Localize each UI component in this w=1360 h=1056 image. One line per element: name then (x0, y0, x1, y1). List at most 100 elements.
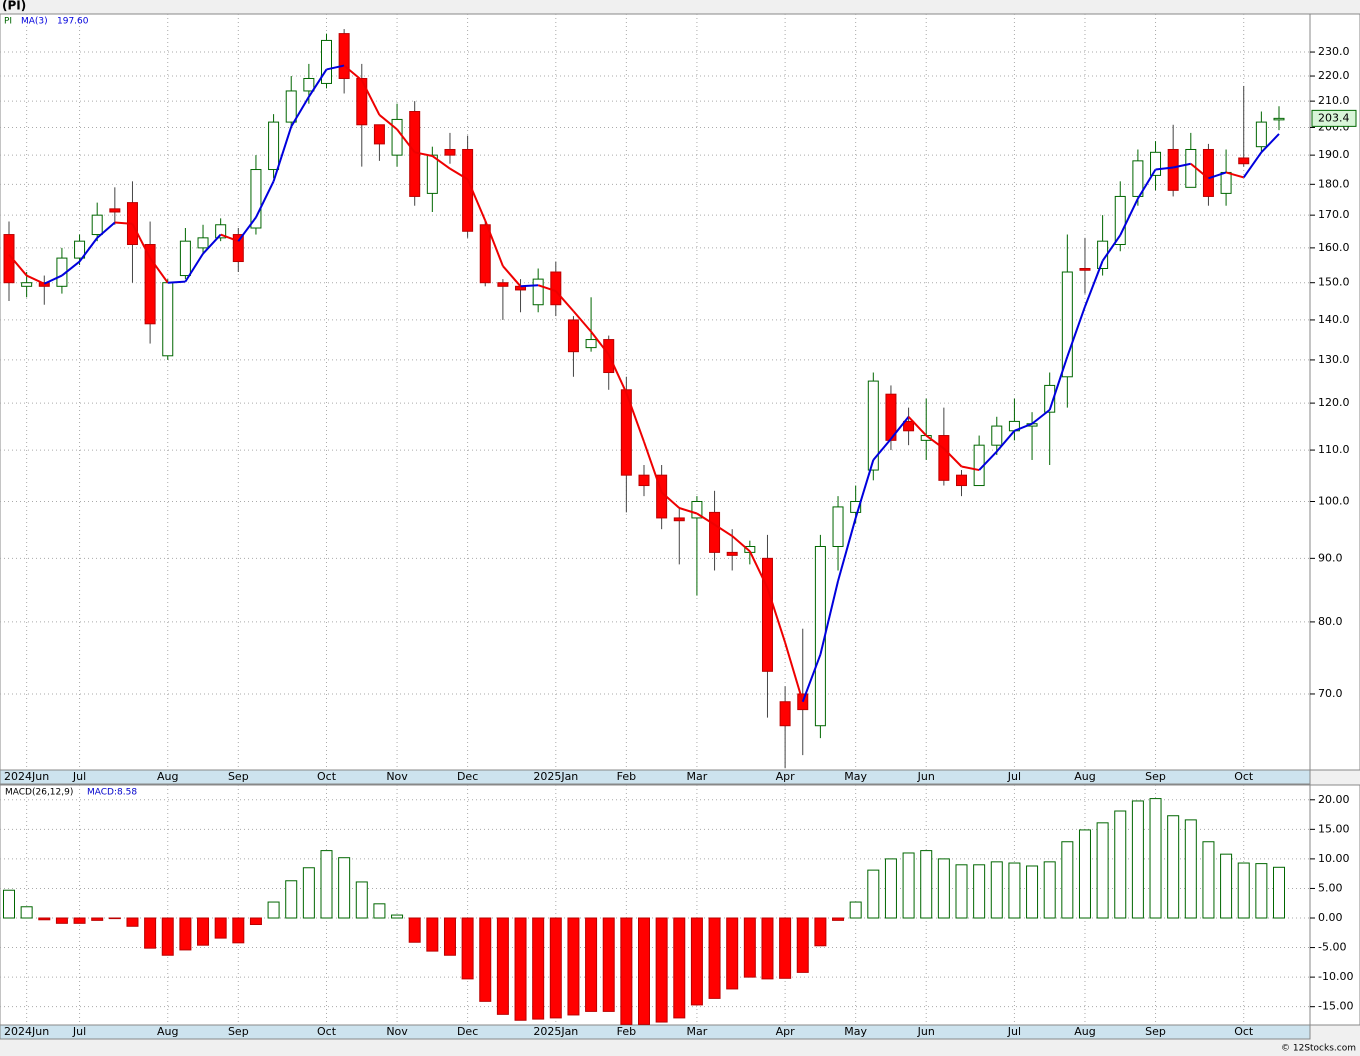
x-tick-label: Sep (1145, 1025, 1166, 1038)
ma-line (978, 450, 998, 471)
x-tick-label: Aug (1074, 770, 1095, 783)
y-tick-label: 170.0 (1318, 208, 1350, 221)
macd-bar (1043, 861, 1056, 919)
macd-bar (1255, 863, 1268, 919)
candle-body (585, 339, 597, 349)
candle-body (1167, 148, 1179, 191)
x-tick-label: Oct (1234, 1025, 1254, 1038)
ma-line (326, 64, 345, 71)
ma-line (748, 550, 769, 589)
last-price-box (1311, 109, 1357, 127)
ma-line (837, 517, 857, 582)
ma-line (1101, 234, 1122, 262)
macd-bar (602, 917, 615, 1012)
ma-line (1119, 198, 1139, 236)
macd-bar (197, 917, 210, 946)
candle-body (1273, 117, 1285, 121)
ma-line (61, 260, 81, 277)
ma-line (502, 265, 522, 287)
candle-body (673, 517, 685, 522)
candle-body (1150, 151, 1162, 176)
y-tick-label: 0.00 (1318, 911, 1343, 924)
candle-body (1132, 160, 1144, 197)
macd-bar (285, 880, 298, 919)
macd-bar (1184, 819, 1197, 919)
macd-bar (796, 917, 809, 973)
macd-bar (549, 917, 562, 1019)
macd-bar (1008, 862, 1021, 919)
y-tick-label: 70.0 (1318, 687, 1343, 700)
ma-line (167, 280, 186, 284)
ma-line (255, 180, 275, 218)
x-tick-label: Sep (228, 1025, 249, 1038)
y-tick-label: 100.0 (1318, 494, 1350, 507)
y-tick-label: -10.00 (1318, 970, 1353, 983)
plot-layer: 70.0 80.0 90.0 100.0 110.0 120.0 130.0 140.0 150… (0, 14, 1357, 1038)
macd-bar (937, 858, 950, 919)
ma-line (1048, 356, 1069, 411)
y-tick-label: 90.0 (1318, 551, 1343, 564)
candle-body (232, 234, 244, 263)
candle-body (144, 244, 156, 325)
ma-line (1260, 133, 1280, 154)
y-tick-label: 210.0 (1318, 94, 1350, 107)
candle-body (109, 208, 121, 213)
last-price-label: 203.4 (1318, 111, 1350, 124)
macd-bar (708, 917, 721, 999)
ma-line (114, 221, 133, 225)
macd-bar (391, 914, 404, 919)
candle-body (550, 271, 562, 306)
legend-ma-name: MA(3) (21, 17, 48, 27)
candle-body (1185, 148, 1197, 188)
macd-bar (38, 917, 51, 921)
ma-line (202, 233, 222, 255)
macd-bar (514, 917, 527, 1021)
macd-bar (902, 852, 915, 919)
candle-body (991, 425, 1003, 446)
macd-bar (55, 917, 68, 924)
y-tick-label: 160.0 (1318, 241, 1350, 254)
macd-bar (496, 917, 509, 1015)
x-tick-label: Jul (72, 1025, 86, 1038)
macd-bar (91, 917, 104, 921)
candle-body (338, 33, 350, 79)
ma-line (1242, 151, 1263, 179)
macd-date-strip (0, 1024, 1311, 1040)
macd-bar (249, 917, 262, 926)
macd-bar (1026, 865, 1039, 919)
candle-body (215, 224, 227, 239)
ma-line (8, 254, 28, 277)
x-tick-label: Apr (776, 1025, 796, 1038)
candle-body (1061, 271, 1073, 378)
candle-body (956, 474, 967, 487)
macd-bar (955, 864, 968, 919)
candle-body (444, 148, 456, 156)
y-tick-label: 220.0 (1318, 69, 1350, 82)
candle-body (3, 234, 15, 284)
y-tick-label: 130.0 (1318, 353, 1350, 366)
y-tick-label: 5.00 (1318, 881, 1343, 894)
ma-line (872, 438, 892, 461)
legend-ticker: PI (4, 17, 12, 27)
macd-bar (267, 901, 280, 919)
x-tick-label: 2025Jan (533, 1025, 578, 1038)
ma-line (607, 354, 628, 394)
macd-bar (1220, 853, 1233, 919)
macd-bar (1131, 800, 1144, 919)
ma-line (1014, 422, 1033, 432)
ma-line (149, 257, 169, 284)
macd-bar (214, 917, 227, 939)
macd-panel (0, 784, 1311, 1026)
ma-line (272, 126, 293, 182)
candle-body (797, 693, 809, 711)
candle-body (620, 389, 632, 476)
y-tick-label: -15.00 (1318, 1000, 1353, 1013)
macd-bar (3, 889, 15, 919)
candle-body (867, 380, 879, 471)
ma-line (1031, 409, 1051, 425)
macd-bar (585, 917, 598, 1012)
candle-body (497, 282, 509, 287)
macd-axis (1309, 784, 1360, 1026)
ma-line (396, 128, 416, 153)
macd-bar (1061, 841, 1074, 919)
